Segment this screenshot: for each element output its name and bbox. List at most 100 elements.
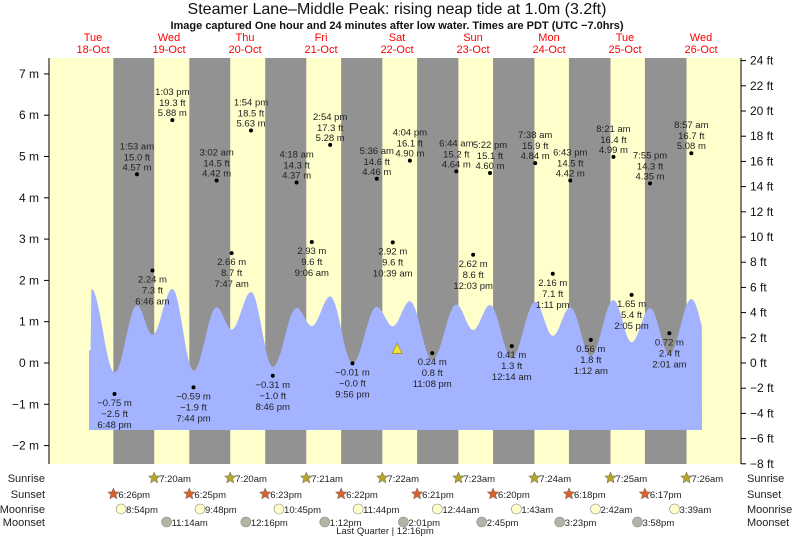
sunrise-star-icon xyxy=(375,471,389,484)
tide-label-m: 1.65 m xyxy=(617,299,646,310)
tide-point xyxy=(249,128,254,133)
tide-label-time: 1:03 pm xyxy=(155,87,189,98)
tide-label-ft: 16.4 ft xyxy=(600,135,627,146)
moonrise-circle-icon xyxy=(511,503,522,515)
tide-label-m: 4.42 m xyxy=(202,168,231,179)
day-of-week-label: Fri xyxy=(315,32,328,44)
moonset-circle-icon xyxy=(398,516,409,528)
astro-time: 7:25am xyxy=(615,474,647,485)
tide-label-m: 4.64 m xyxy=(442,159,471,170)
astro-time: 12:16pm xyxy=(251,518,288,529)
tide-label-m: 4.57 m xyxy=(122,162,151,173)
tide-point xyxy=(689,151,694,156)
tide-label-ft: 15.2 ft xyxy=(443,149,470,160)
astro-time: 7:22am xyxy=(387,474,419,485)
tide-point xyxy=(487,171,492,176)
tide-point xyxy=(270,373,275,378)
sunset-star-icon xyxy=(638,487,652,500)
tide-label-ft: 14.3 ft xyxy=(283,161,310,172)
astro-time: 3:23pm xyxy=(565,518,597,529)
astro-time: 9:48pm xyxy=(205,505,237,516)
right-tick-label: 4 ft xyxy=(750,306,767,320)
tide-label-time: 1:53 am xyxy=(120,141,154,152)
sunrise-star-icon xyxy=(528,471,541,484)
astro-time: 6:22pm xyxy=(346,490,378,501)
tide-label-m: 4.99 m xyxy=(599,145,628,156)
tide-label-ft: 1.3 ft xyxy=(501,361,522,372)
tide-label-ft: 16.1 ft xyxy=(397,139,424,150)
row-label-right: Sunrise xyxy=(747,473,784,485)
moonset-circle-icon xyxy=(554,516,566,528)
tide-point xyxy=(328,142,333,147)
tide-label-time: 6:46 am xyxy=(135,296,169,307)
astro-time: 11:44pm xyxy=(363,505,399,516)
tide-label-time: 7:44 pm xyxy=(176,413,210,424)
tide-point xyxy=(350,361,355,366)
sunrise-star-icon xyxy=(680,471,693,484)
tide-label-time: 8:46 pm xyxy=(256,402,290,413)
tide-label-ft: 8.7 ft xyxy=(221,268,242,279)
tide-label-m: 4.46 m xyxy=(362,167,391,178)
tide-point xyxy=(170,118,175,123)
moonrise-circle-icon xyxy=(432,503,443,515)
tide-point xyxy=(374,176,379,181)
tide-label-m: 4.84 m xyxy=(521,151,550,162)
tide-point xyxy=(454,169,459,174)
astro-time: 6:21pm xyxy=(422,490,454,501)
astro-time: 6:20pm xyxy=(498,490,530,501)
moon-phase-label: Last Quarter | 12:16pm xyxy=(336,526,434,537)
right-tick-label: 8 ft xyxy=(750,255,767,269)
sunrise-star-icon xyxy=(223,471,237,484)
astro-time: 2:01pm xyxy=(408,518,440,529)
tide-point xyxy=(430,351,435,356)
tide-label-time: 4:04 pm xyxy=(393,128,427,139)
chart-title: Steamer Lane–Middle Peak: rising neap ti… xyxy=(188,1,607,18)
left-tick-label: 0 m xyxy=(19,356,39,370)
tide-point xyxy=(134,172,139,177)
row-label-right: Moonrise xyxy=(747,504,792,516)
moonset-circle-icon xyxy=(161,516,172,528)
tide-point xyxy=(112,391,117,396)
tide-label-time: 7:47 am xyxy=(214,279,248,290)
left-tick-label: 6 m xyxy=(19,108,39,122)
tide-label-ft: 8.6 ft xyxy=(463,270,484,281)
sunset-star-icon xyxy=(410,487,424,500)
moonrise-circle-icon xyxy=(669,503,680,515)
tide-label-ft: 7.3 ft xyxy=(142,285,163,296)
tide-label-time: 9:56 pm xyxy=(335,389,369,400)
right-tick-label: 10 ft xyxy=(750,230,774,244)
tide-label-m: 5.63 m xyxy=(236,118,265,129)
tide-label-m: 5.88 m xyxy=(158,108,187,119)
tide-label-m: 2.92 m xyxy=(378,246,407,257)
right-tick-label: −8 ft xyxy=(750,457,774,471)
tide-point xyxy=(568,178,573,183)
tide-label-ft: 9.6 ft xyxy=(382,257,403,268)
astro-time: 2:42am xyxy=(601,505,633,516)
tide-label-m: −0.01 m xyxy=(335,367,370,378)
tide-label-time: 6:48 pm xyxy=(97,420,131,431)
day-of-week-label: Thu xyxy=(236,32,255,44)
tide-label-ft: −2.5 ft xyxy=(101,409,128,420)
tide-point xyxy=(294,180,299,185)
day-of-week-label: Wed xyxy=(690,32,712,44)
tide-label-ft: 7.1 ft xyxy=(542,289,563,300)
moonset-circle-icon xyxy=(240,516,252,528)
tide-label-time: 11:08 pm xyxy=(413,379,452,390)
tide-label-m: 2.62 m xyxy=(459,259,488,270)
tide-label-time: 1:54 pm xyxy=(234,97,268,108)
astro-time: 6:23pm xyxy=(270,490,302,501)
tide-label-ft: 5.4 ft xyxy=(621,310,642,321)
right-tick-label: 16 ft xyxy=(750,154,774,168)
day-of-week-label: Tue xyxy=(84,32,103,44)
row-label-left: Sunset xyxy=(11,489,45,501)
day-of-week-label: Sat xyxy=(389,32,406,44)
moonrise-circle-icon xyxy=(352,503,364,515)
astro-time: 3:58pm xyxy=(643,518,675,529)
tide-point xyxy=(214,178,219,183)
right-tick-label: 24 ft xyxy=(750,54,774,68)
astro-time: 6:25pm xyxy=(194,490,226,501)
astro-time: 7:24am xyxy=(539,474,571,485)
sunset-star-icon xyxy=(182,487,196,500)
moonrise-circle-icon xyxy=(273,503,285,515)
